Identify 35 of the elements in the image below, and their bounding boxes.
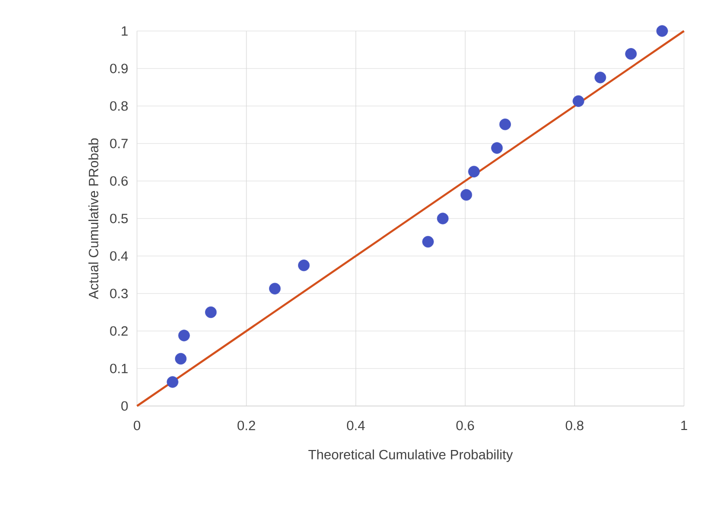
y-tick-label: 0.7 bbox=[110, 138, 128, 148]
point bbox=[174, 352, 187, 365]
point bbox=[499, 118, 511, 130]
point bbox=[572, 95, 584, 107]
x-tick-label: 0.8 bbox=[566, 420, 584, 430]
y-tick-label: 0 bbox=[121, 401, 128, 411]
y-tick-label: 0.2 bbox=[110, 326, 128, 336]
point bbox=[460, 189, 472, 201]
y-axis-title: Actual Cumulative PRobab bbox=[88, 138, 98, 300]
y-tick-label: 0.1 bbox=[110, 364, 128, 374]
point bbox=[656, 25, 668, 37]
x-tick-label: 1 bbox=[681, 420, 688, 430]
point bbox=[625, 48, 637, 60]
x-tick-label: 0.4 bbox=[346, 420, 365, 430]
point bbox=[422, 236, 434, 248]
y-tick-label: 1 bbox=[122, 26, 128, 36]
y-tick-label: 0.4 bbox=[110, 251, 128, 261]
y-tick-label: 0.5 bbox=[110, 214, 128, 224]
x-tick-label: 0.6 bbox=[456, 420, 474, 430]
point bbox=[594, 72, 606, 84]
x-tick-label: 0 bbox=[134, 420, 140, 430]
y-tick-label: 0.9 bbox=[110, 64, 128, 74]
point bbox=[205, 306, 217, 318]
point bbox=[468, 166, 480, 178]
point bbox=[436, 212, 449, 224]
y-tick-label: 0.8 bbox=[110, 101, 128, 111]
point bbox=[269, 282, 281, 294]
point bbox=[166, 376, 178, 388]
y-tick-label: 0.3 bbox=[110, 288, 128, 298]
x-axis-title: Theoretical Cumulative Probability bbox=[308, 449, 513, 462]
x-tick-label: 0.2 bbox=[238, 420, 256, 430]
point bbox=[178, 330, 190, 342]
point bbox=[491, 142, 503, 154]
y-tick-label: 0.6 bbox=[110, 176, 128, 186]
point bbox=[298, 260, 310, 272]
